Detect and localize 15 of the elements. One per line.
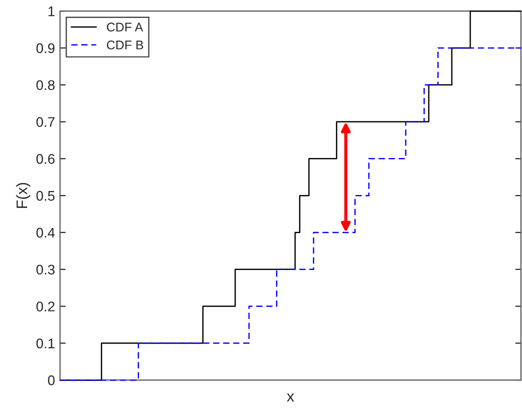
y-tick-label: 0.9 — [36, 43, 55, 54]
y-tick-label: 0.8 — [36, 80, 55, 90]
y-tick-label: 0.6 — [36, 154, 55, 164]
y-tick-label: 1 — [48, 6, 54, 16]
y-tick-label: 0.1 — [36, 338, 54, 348]
y-tick-label: 0.4 — [36, 228, 55, 238]
y-tick-label: 0.7 — [36, 117, 54, 127]
x-axis-title: x — [286, 393, 294, 402]
y-tick-label: 0.5 — [36, 190, 55, 201]
y-tick-label: 0.3 — [36, 264, 55, 275]
y-axis-title: F(x) — [16, 182, 30, 208]
legend-label: CDF B — [106, 40, 144, 50]
y-tick-label: 0 — [48, 375, 55, 386]
legend-label: CDF A — [106, 22, 144, 32]
y-tick-label: 0.2 — [36, 302, 54, 312]
